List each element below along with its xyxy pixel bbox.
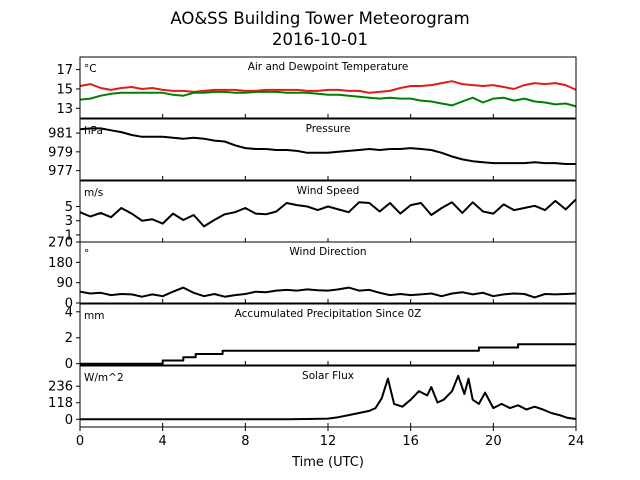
chart-title: AO&SS Building Tower Meteorogram [170, 9, 469, 28]
precip-unit-label: mm [84, 310, 104, 322]
pressure-panel-frame [79, 118, 577, 181]
x-axis-tick-label: 20 [485, 434, 502, 449]
chart-subtitle: 2016-10-01 [272, 30, 368, 49]
precip-y-tick-label: 2 [65, 331, 73, 346]
precip-y-tick-label: 4 [65, 305, 73, 320]
panel-wspd: 135 Wind Speed m/s [65, 180, 577, 243]
pressure-series-line-0 [79, 127, 576, 165]
x-axis-tick-label: 16 [402, 434, 419, 449]
wspd-panel-title: Wind Speed [297, 185, 360, 197]
pressure-unit-label: hPa [84, 125, 103, 137]
temp-unit-label: °C [84, 63, 97, 75]
temp-panel-title: Air and Dewpoint Temperature [248, 61, 409, 73]
wdir-y-tick-label: 180 [48, 256, 73, 271]
wdir-y-tick-label: 0 [65, 297, 73, 312]
solar-y-tick-label: 0 [65, 413, 73, 428]
pressure-panel-title: Pressure [306, 123, 351, 135]
x-axis-label: Time (UTC) [291, 455, 364, 470]
x-axis-tick-label: 0 [76, 434, 84, 449]
temp-series-line-0 [79, 80, 577, 94]
x-axis-tick-label: 12 [320, 434, 337, 449]
solar-y-tick-label: 236 [48, 380, 73, 395]
wdir-unit-label: ° [84, 248, 89, 260]
wdir-panel-title: Wind Direction [289, 246, 366, 258]
wspd-y-tick-label: 5 [65, 200, 73, 215]
wspd-y-tick-label: 3 [65, 214, 73, 229]
wdir-y-tick-label: 90 [56, 276, 73, 291]
solar-panel-title: Solar Flux [302, 370, 354, 382]
panel-pressure: 977 979 981 Pressure hPa [48, 118, 577, 181]
temp-y-tick-label: 13 [56, 102, 73, 117]
panel-precip: 0 2 4 Accumulated Precipitation Since 0Z mm [65, 303, 577, 372]
solar-series-line-0 [80, 374, 577, 421]
precip-panel-title: Accumulated Precipitation Since 0Z [235, 308, 422, 320]
x-axis-tick-label: 8 [241, 434, 249, 449]
pressure-y-tick-label: 979 [48, 145, 73, 160]
solar-y-tick-label: 118 [48, 396, 73, 411]
solar-unit-label: W/m^2 [84, 372, 124, 384]
temp-y-tick-label: 15 [56, 82, 73, 97]
x-axis-tick-label: 4 [159, 434, 167, 449]
wspd-y-tick-label: 1 [65, 228, 73, 243]
precip-panel-frame [79, 303, 577, 366]
x-axis-tick-label: 24 [568, 434, 585, 449]
wdir-y-tick-label: 270 [48, 236, 73, 251]
wspd-series-line-0 [79, 198, 577, 228]
pressure-y-tick-label: 981 [48, 127, 73, 142]
panel-wdir: 0 90 180 270 Wind Direction ° [48, 236, 577, 312]
pressure-y-tick-label: 977 [48, 164, 73, 179]
temp-series-line-1 [79, 90, 577, 108]
wdir-panel-frame [79, 241, 577, 304]
wspd-unit-label: m/s [84, 187, 103, 199]
precip-series-line-0 [80, 343, 576, 365]
temp-y-tick-label: 17 [56, 63, 73, 78]
panel-temp: 13 15 17 Air and Dewpoint Temperature °C [56, 56, 577, 119]
temp-panel-frame [79, 56, 577, 119]
x-axis: 0 4 8 12 16 20 24 [76, 427, 584, 449]
precip-y-tick-label: 0 [65, 357, 73, 372]
wdir-series-line-0 [79, 286, 577, 299]
